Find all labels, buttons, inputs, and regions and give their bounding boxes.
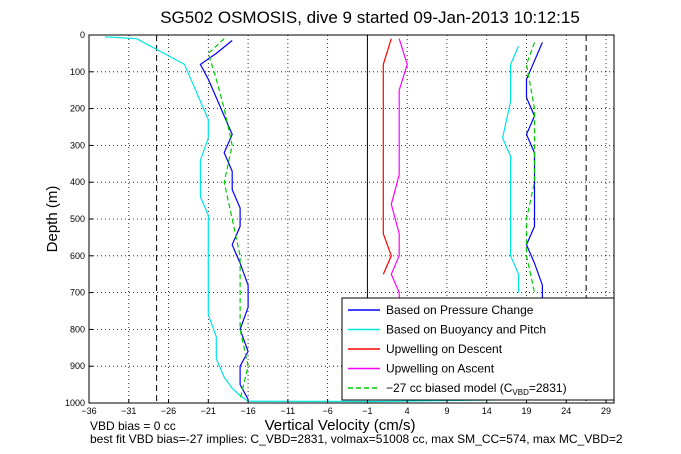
- y-tick-label: 600: [70, 251, 85, 261]
- x-tick-label: −6: [323, 406, 333, 416]
- series-line-0: [199, 40, 249, 400]
- y-tick-label: 300: [70, 140, 85, 150]
- series-line-3: [390, 38, 408, 304]
- y-tick-label: 500: [70, 214, 85, 224]
- y-axis-label: Depth (m): [44, 186, 61, 253]
- x-tick-label: 4: [405, 406, 410, 416]
- x-tick-label: −1: [362, 406, 372, 416]
- x-tick-label: 24: [561, 406, 571, 416]
- legend-label: −27 cc biased model (CVBD=2831): [386, 381, 567, 397]
- series-line-4: [207, 38, 249, 400]
- chart-title: SG502 OSMOSIS, dive 9 started 09-Jan-201…: [160, 8, 580, 27]
- legend-label-tail: =2831): [529, 381, 567, 395]
- x-ticks: −36 −31 −26 −21 −16 −11 −6 −1 4 9 14 19 24 29: [81, 399, 611, 416]
- x-tick-label: 14: [482, 406, 492, 416]
- y-tick-label: 800: [70, 324, 85, 334]
- legend-label-subscript: VBD: [512, 388, 529, 397]
- series-line-1: [104, 36, 551, 403]
- series-line-2: [382, 38, 392, 275]
- y-tick-label: 1000: [65, 398, 85, 408]
- legend: Based on Pressure Change Based on Buoyanc…: [341, 297, 615, 401]
- legend-label: Upwelling on Descent: [386, 342, 503, 356]
- x-tick-label: 9: [444, 406, 449, 416]
- series-line-4: [525, 42, 536, 293]
- y-tick-label: 100: [70, 67, 85, 77]
- y-tick-label: 900: [70, 361, 85, 371]
- footer-best-fit: best fit VBD bias=-27 implies: C_VBD=283…: [90, 432, 623, 446]
- footer-vbd-bias: VBD bias = 0 cc: [90, 419, 176, 433]
- x-tick-label: −36: [81, 406, 96, 416]
- x-tick-label: 19: [521, 406, 531, 416]
- x-tick-label: −16: [240, 406, 255, 416]
- legend-box: [341, 297, 615, 401]
- legend-label: Based on Pressure Change: [386, 303, 534, 317]
- x-tick-label: −31: [121, 406, 136, 416]
- x-axis-label: Vertical Velocity (cm/s): [265, 417, 416, 434]
- y-tick-label: 700: [70, 288, 85, 298]
- series-layer: [104, 36, 551, 403]
- legend-label: Upwelling on Ascent: [386, 362, 495, 376]
- x-tick-label: 29: [601, 406, 611, 416]
- y-tick-label: 400: [70, 177, 85, 187]
- x-tick-label: −26: [161, 406, 176, 416]
- legend-label: Based on Buoyancy and Pitch: [386, 323, 546, 337]
- y-ticks: 0 100 200 300 400 500 600 700 800 900 1000: [65, 30, 93, 408]
- y-tick-label: 200: [70, 104, 85, 114]
- series-line-1: [501, 45, 520, 293]
- x-tick-label: −11: [281, 406, 296, 416]
- x-tick-label: −21: [201, 406, 216, 416]
- y-tick-label: 0: [80, 30, 85, 40]
